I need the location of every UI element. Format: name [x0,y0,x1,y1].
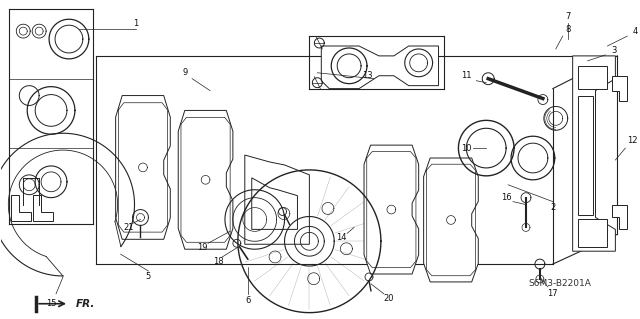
Polygon shape [178,110,233,249]
Polygon shape [244,155,309,244]
Text: 7: 7 [565,12,570,21]
Text: 19: 19 [197,243,207,252]
Text: 20: 20 [383,294,394,303]
Polygon shape [578,66,607,89]
Polygon shape [578,96,593,214]
Text: 17: 17 [547,289,558,298]
Polygon shape [33,195,53,221]
Polygon shape [116,96,170,239]
Text: FR.: FR. [76,299,95,309]
Text: 5: 5 [146,272,151,281]
Text: 10: 10 [461,144,472,152]
Polygon shape [612,76,627,100]
Polygon shape [12,195,31,221]
Text: 21: 21 [124,223,134,232]
Text: 4: 4 [632,26,638,36]
Text: 14: 14 [336,233,346,242]
Polygon shape [424,158,478,282]
Text: 13: 13 [362,71,372,80]
Text: 1: 1 [133,19,138,28]
Text: 9: 9 [182,68,188,77]
Text: 6: 6 [245,296,250,305]
Text: S6M3-B2201A: S6M3-B2201A [528,279,591,288]
Polygon shape [252,178,298,229]
Text: 11: 11 [461,71,472,80]
Polygon shape [612,204,627,229]
Polygon shape [578,219,607,247]
Text: 18: 18 [212,256,223,266]
Text: 15: 15 [46,299,56,308]
Text: 2: 2 [550,203,556,212]
Text: 16: 16 [500,193,511,202]
Text: 3: 3 [612,47,617,56]
Polygon shape [573,56,616,251]
Text: 12: 12 [627,136,637,145]
Polygon shape [364,145,419,274]
Polygon shape [321,46,438,89]
Text: 8: 8 [565,25,570,33]
